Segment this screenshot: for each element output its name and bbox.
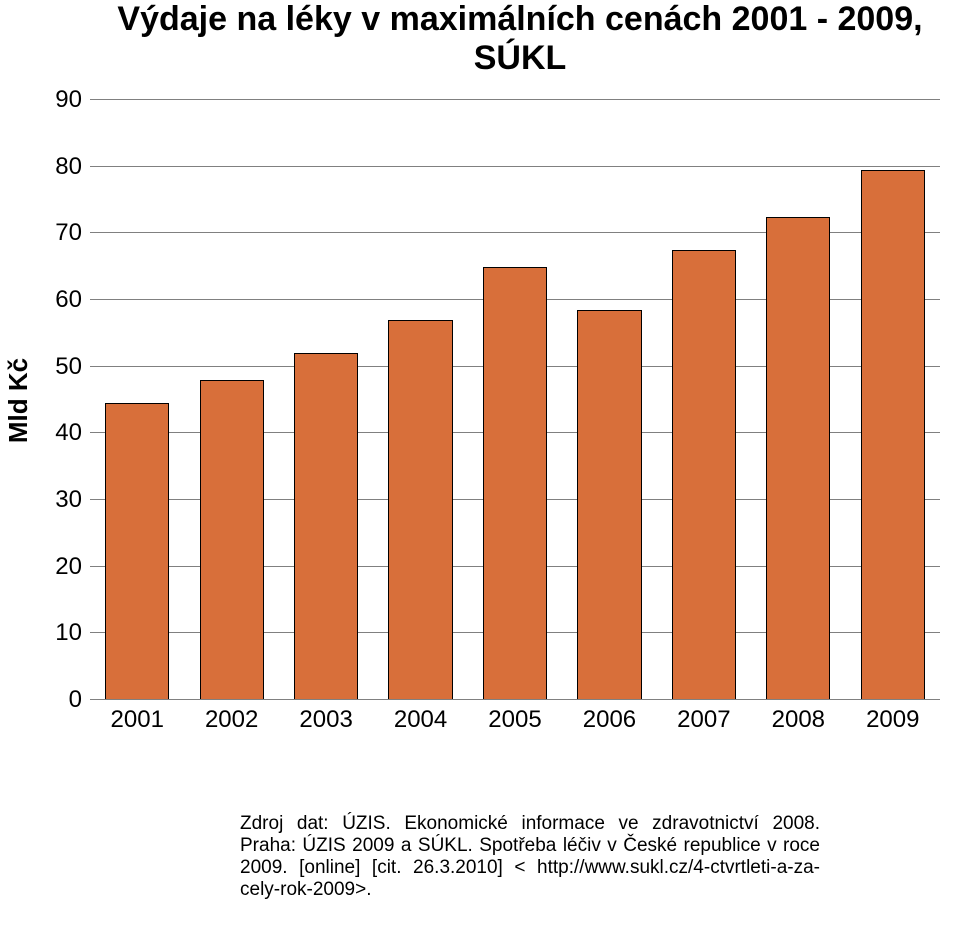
source-citation: Zdroj dat: ÚZIS. Ekonomické informace ve… bbox=[240, 813, 820, 901]
y-tick: 50 bbox=[55, 353, 82, 381]
y-tick: 40 bbox=[55, 419, 82, 447]
chart: Mld Kč 0102030405060708090 2001200220032… bbox=[0, 100, 960, 770]
x-tick: 2002 bbox=[205, 706, 258, 734]
chart-title: Výdaje na léky v maximálních cenách 2001… bbox=[100, 0, 940, 78]
x-tick: 2003 bbox=[299, 706, 352, 734]
x-tick: 2006 bbox=[583, 706, 636, 734]
y-axis-label-text: Mld Kč bbox=[4, 357, 35, 442]
y-tick: 20 bbox=[55, 553, 82, 581]
y-tick: 70 bbox=[55, 219, 82, 247]
y-tick: 80 bbox=[55, 153, 82, 181]
plot-area bbox=[90, 100, 940, 700]
y-tick: 10 bbox=[55, 619, 82, 647]
y-tick: 30 bbox=[55, 486, 82, 514]
x-tick: 2004 bbox=[394, 706, 447, 734]
y-axis-label: Mld Kč bbox=[0, 100, 38, 700]
x-tick: 2007 bbox=[677, 706, 730, 734]
y-axis-ticks: 0102030405060708090 bbox=[38, 100, 90, 700]
x-tick: 2005 bbox=[488, 706, 541, 734]
y-tick: 0 bbox=[69, 686, 82, 714]
axes bbox=[90, 100, 940, 700]
y-tick: 60 bbox=[55, 286, 82, 314]
x-tick: 2009 bbox=[866, 706, 919, 734]
x-axis-ticks: 2001 2002 2003 2004 2005 2006 2007 2008 2009 bbox=[90, 700, 940, 770]
x-tick: 2001 bbox=[111, 706, 164, 734]
y-tick: 90 bbox=[55, 86, 82, 114]
x-tick: 2008 bbox=[772, 706, 825, 734]
